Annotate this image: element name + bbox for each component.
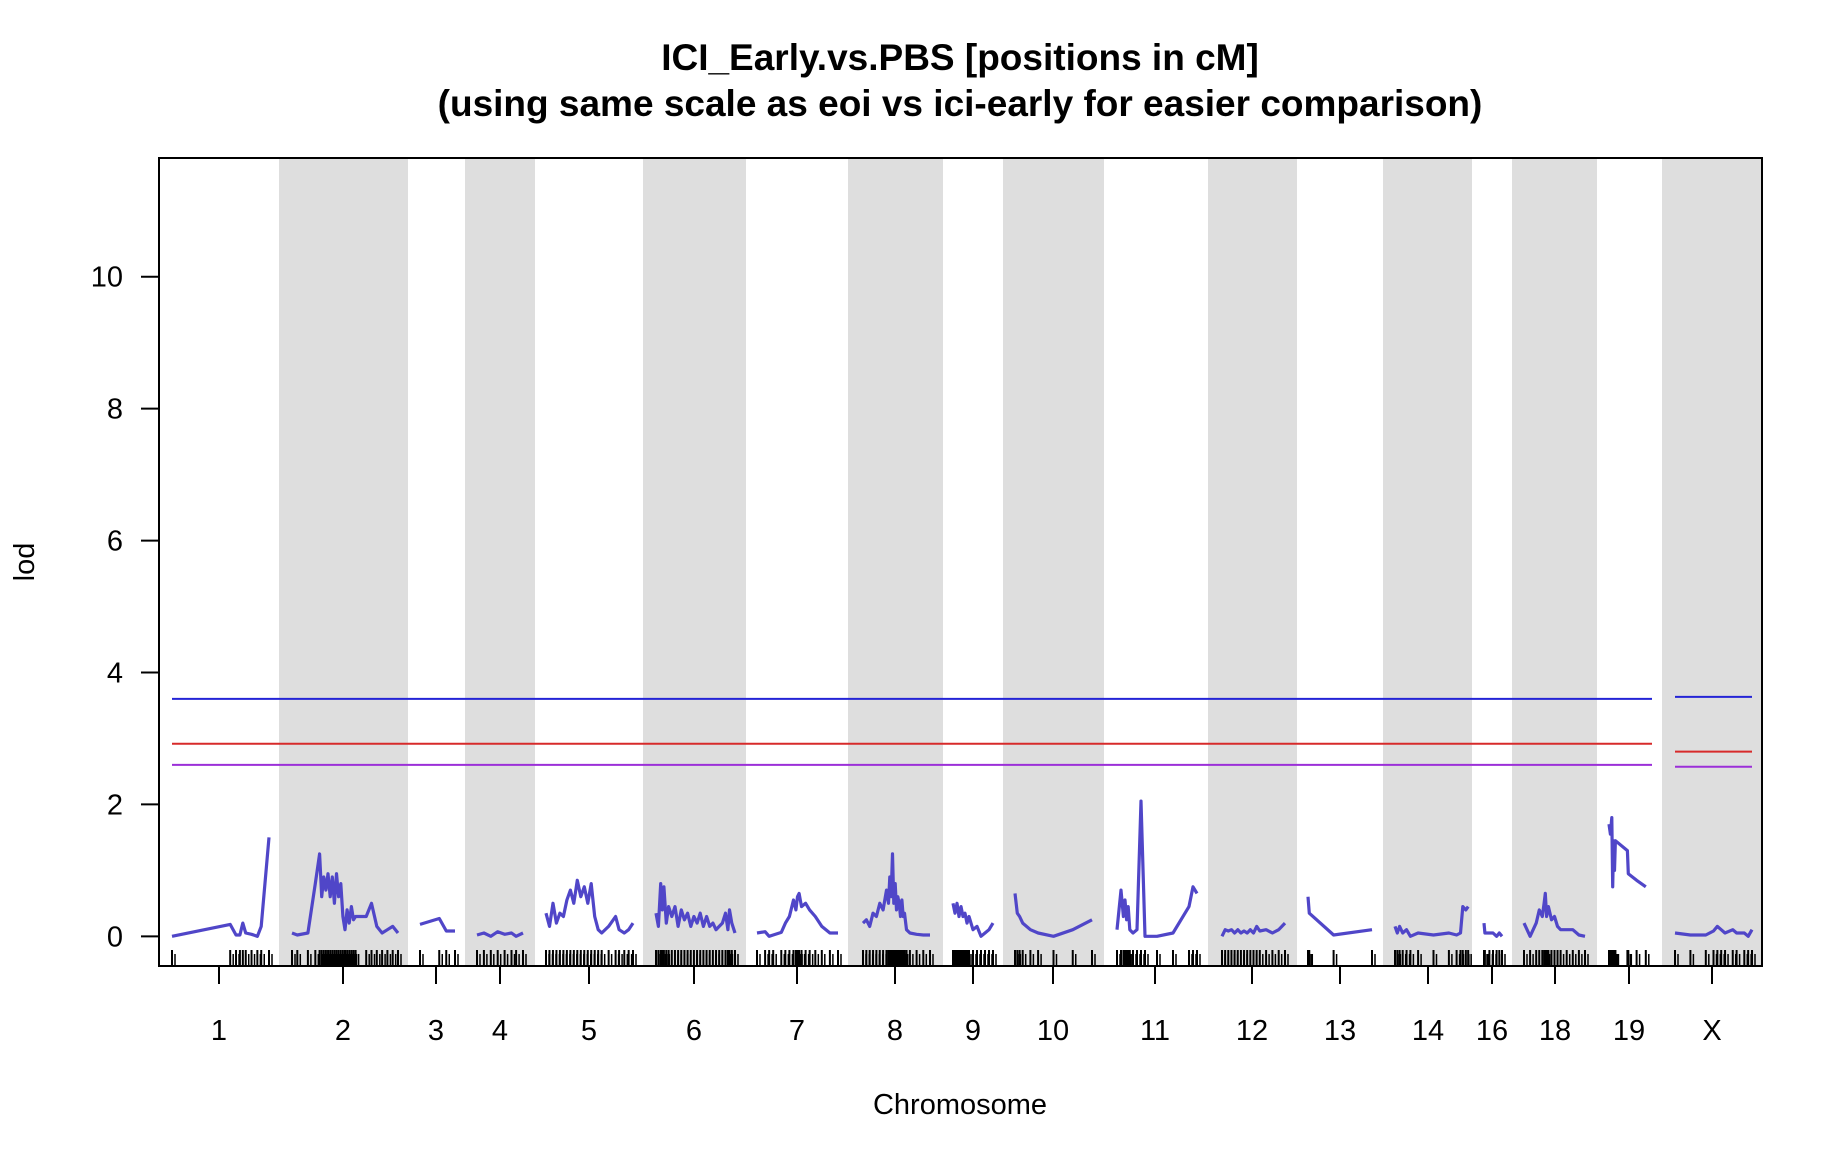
chromosome-band-18 [1512, 158, 1597, 966]
lod-curve-chr-12 [1220, 921, 1287, 937]
lod-curve-chr-9 [951, 901, 995, 938]
x-axis-label: Chromosome [873, 1089, 1047, 1121]
x-tick-label-chr-4: 4 [492, 1015, 508, 1047]
chart-subtitle: (using same scale as eoi vs ici-early fo… [438, 83, 1483, 124]
threshold-lines [172, 695, 1752, 768]
x-tick-label-chr-19: 19 [1613, 1015, 1645, 1047]
x-axis: 1 2 3 4 5 6 7 8 9 10 11 12 13 14 16 18 19 X [211, 966, 1722, 1047]
x-tick-label-chr-9: 9 [965, 1015, 981, 1047]
lod-curve-chr-7 [756, 891, 838, 938]
lod-curve-chr-3 [419, 916, 455, 933]
chromosome-band-8 [848, 158, 943, 966]
plot-frame [158, 157, 1763, 967]
x-tick-label-chr-11: 11 [1140, 1015, 1170, 1047]
x-tick-label-chr-3: 3 [428, 1015, 444, 1047]
x-tick-label-chr-12: 12 [1236, 1015, 1268, 1047]
x-tick-label-chr-18: 18 [1539, 1015, 1571, 1047]
chromosome-band-12 [1208, 158, 1297, 966]
x-tick-label-chr-1: 1 [211, 1015, 227, 1047]
chromosome-band-4 [465, 158, 535, 966]
lod-curve-chr-X [1674, 924, 1754, 938]
lod-curve-chr-13 [1306, 896, 1373, 937]
lod-curve-chr-10 [1013, 893, 1093, 938]
lod-curve-chr-19 [1607, 815, 1647, 889]
y-tick-label: 0 [107, 921, 123, 953]
lod-curve-chr-6 [654, 881, 737, 934]
x-tick-label-chr-2: 2 [335, 1015, 351, 1047]
x-tick-label-chr-5: 5 [581, 1015, 597, 1047]
marker-rugs [171, 950, 1756, 966]
y-tick-label: 8 [107, 394, 123, 426]
y-axis: 0 2 4 6 8 10 [91, 262, 159, 953]
y-tick-label: 6 [107, 526, 123, 558]
lod-curve-chr-11 [1115, 799, 1199, 938]
x-tick-label-chr-10: 10 [1037, 1015, 1069, 1047]
lod-curve-chr-18 [1522, 891, 1586, 938]
chromosome-bands [279, 158, 1762, 966]
y-axis-label: lod [9, 543, 41, 582]
lod-curve-chr-1 [171, 837, 271, 938]
chromosome-band-6 [643, 158, 746, 966]
lod-curve-chr-4 [476, 930, 524, 938]
chromosome-band-X [1662, 158, 1762, 966]
chromosome-band-14 [1383, 158, 1472, 966]
lod-curve-chr-14 [1393, 904, 1470, 938]
lod-curves [171, 799, 1754, 938]
lod-curve-chr-2 [291, 852, 400, 937]
x-tick-label-chr-6: 6 [686, 1015, 702, 1047]
x-tick-label-chr-16: 16 [1476, 1015, 1508, 1047]
lod-curve-chr-16 [1482, 922, 1504, 938]
x-tick-label-chr-7: 7 [789, 1015, 805, 1047]
x-tick-label-chr-X: X [1702, 1015, 1721, 1047]
x-tick-label-chr-13: 13 [1324, 1015, 1356, 1047]
x-tick-label-chr-8: 8 [887, 1015, 903, 1047]
x-tick-label-chr-14: 14 [1412, 1015, 1444, 1047]
y-tick-label: 10 [91, 262, 123, 294]
chromosome-band-2 [279, 158, 408, 966]
chart-title: ICI_Early.vs.PBS [positions in cM] [661, 37, 1259, 78]
chromosome-band-10 [1003, 158, 1104, 966]
lod-curve-chr-8 [861, 852, 930, 937]
lod-curve-chr-5 [544, 878, 635, 935]
y-tick-label: 2 [107, 789, 123, 821]
y-tick-label: 4 [107, 657, 123, 689]
